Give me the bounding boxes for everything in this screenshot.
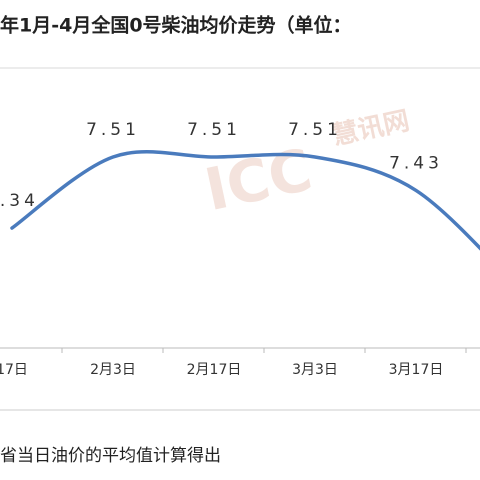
x-tick-label: 17日 (0, 362, 28, 378)
x-tick-label: 3月3日 (292, 362, 338, 378)
watermark: ICC (199, 136, 318, 225)
value-label: 7.34 (0, 191, 39, 211)
value-label: 7.51 (187, 120, 241, 140)
x-tick-label: 2月17日 (187, 362, 242, 378)
watermark-sub: 慧讯网 (330, 106, 413, 152)
value-label: 7.51 (288, 120, 342, 140)
x-tick-label: 2月3日 (90, 362, 136, 378)
chart-title: 年1月-4月全国0号柴油均价走势（单位： (0, 14, 352, 37)
x-tick-label: 3月17日 (389, 362, 444, 378)
value-label: 7.43 (389, 153, 443, 173)
footer-note: 省当日油价的平均值计算得出 (0, 446, 221, 466)
value-label: 7.51 (86, 120, 140, 140)
line-series (10, 150, 480, 251)
